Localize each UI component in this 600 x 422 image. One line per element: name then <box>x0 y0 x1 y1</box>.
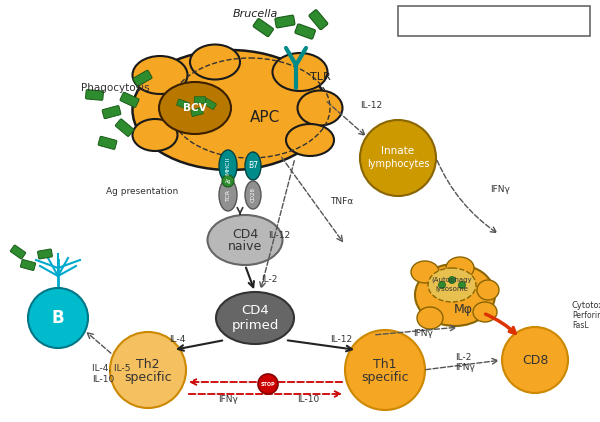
Circle shape <box>110 332 186 408</box>
Ellipse shape <box>428 268 476 302</box>
Text: Brucella: Brucella <box>232 9 278 19</box>
Ellipse shape <box>219 150 237 182</box>
Ellipse shape <box>216 292 294 344</box>
Ellipse shape <box>411 261 439 283</box>
Text: Innate: Innate <box>382 146 415 156</box>
Ellipse shape <box>477 280 499 300</box>
Text: Ag presentation: Ag presentation <box>106 187 178 197</box>
Text: Cytotoxicity: Cytotoxicity <box>572 300 600 309</box>
Ellipse shape <box>245 181 261 209</box>
Text: Mφ: Mφ <box>454 303 473 316</box>
Text: IL-10: IL-10 <box>92 374 114 384</box>
Text: IL-2: IL-2 <box>261 276 277 284</box>
Text: IL-4, IL-5: IL-4, IL-5 <box>92 363 131 373</box>
Text: Phagocytosis: Phagocytosis <box>80 83 149 93</box>
FancyBboxPatch shape <box>98 136 117 149</box>
Text: IL-4: IL-4 <box>169 335 185 344</box>
Circle shape <box>222 175 234 187</box>
Text: MHCII: MHCII <box>226 157 230 175</box>
FancyBboxPatch shape <box>102 106 121 119</box>
Ellipse shape <box>417 307 443 329</box>
Ellipse shape <box>272 53 328 91</box>
Text: APC: APC <box>250 111 280 125</box>
Text: CD8: CD8 <box>522 354 548 366</box>
Text: IFNγ: IFNγ <box>455 363 475 373</box>
Circle shape <box>258 374 278 394</box>
Ellipse shape <box>208 215 283 265</box>
Text: CD4: CD4 <box>241 305 269 317</box>
Circle shape <box>345 330 425 410</box>
Circle shape <box>28 288 88 348</box>
Text: IFNγ: IFNγ <box>218 395 238 405</box>
Circle shape <box>502 327 568 393</box>
FancyBboxPatch shape <box>38 249 52 259</box>
Ellipse shape <box>415 264 495 326</box>
Text: lymphocytes: lymphocytes <box>367 159 429 169</box>
Ellipse shape <box>133 56 187 94</box>
FancyBboxPatch shape <box>20 260 35 271</box>
FancyBboxPatch shape <box>309 10 328 30</box>
FancyBboxPatch shape <box>176 99 190 109</box>
Ellipse shape <box>298 90 343 125</box>
FancyBboxPatch shape <box>194 97 206 103</box>
Text: Skendros y Boura, 2013: Skendros y Boura, 2013 <box>432 16 556 26</box>
Text: IL-2: IL-2 <box>455 354 472 362</box>
FancyBboxPatch shape <box>120 92 139 107</box>
Text: TNFα: TNFα <box>330 197 353 206</box>
FancyBboxPatch shape <box>115 119 134 136</box>
Text: B7: B7 <box>248 162 258 170</box>
Text: Perforin/granzymes: Perforin/granzymes <box>572 311 600 320</box>
Text: CD4: CD4 <box>232 228 258 241</box>
Text: IL-12: IL-12 <box>330 335 352 344</box>
Circle shape <box>458 281 466 289</box>
Text: IL-12: IL-12 <box>360 100 382 109</box>
Text: Th1: Th1 <box>373 357 397 371</box>
FancyBboxPatch shape <box>203 98 217 109</box>
Text: TLR: TLR <box>310 72 331 82</box>
FancyBboxPatch shape <box>253 19 274 37</box>
FancyBboxPatch shape <box>10 245 26 259</box>
Text: specific: specific <box>361 371 409 384</box>
Ellipse shape <box>446 257 474 279</box>
Text: naive: naive <box>228 241 262 254</box>
FancyBboxPatch shape <box>295 24 316 39</box>
Text: IL-10: IL-10 <box>297 395 319 405</box>
Text: lysosome: lysosome <box>436 286 469 292</box>
FancyBboxPatch shape <box>398 6 590 36</box>
Text: BCV: BCV <box>183 103 207 113</box>
Text: Ag: Ag <box>225 179 231 184</box>
Text: TCR: TCR <box>226 189 230 201</box>
Text: STOP: STOP <box>260 381 275 387</box>
Text: IFNγ: IFNγ <box>490 186 510 195</box>
Circle shape <box>439 281 445 289</box>
Text: Th2: Th2 <box>136 357 160 371</box>
Ellipse shape <box>159 82 231 134</box>
Text: IFNγ: IFNγ <box>413 328 433 338</box>
Text: CD28: CD28 <box>251 187 256 203</box>
Text: B: B <box>52 309 64 327</box>
FancyBboxPatch shape <box>133 70 152 86</box>
Ellipse shape <box>219 179 237 211</box>
Ellipse shape <box>286 124 334 156</box>
FancyBboxPatch shape <box>275 15 295 28</box>
Circle shape <box>449 276 455 284</box>
Text: FasL: FasL <box>572 320 589 330</box>
Text: specific: specific <box>124 371 172 384</box>
Text: (Autophagy: (Autophagy <box>431 277 472 283</box>
Ellipse shape <box>190 44 240 79</box>
FancyBboxPatch shape <box>86 89 103 100</box>
Text: IL-12: IL-12 <box>268 230 290 240</box>
Ellipse shape <box>133 50 328 170</box>
Ellipse shape <box>133 119 178 151</box>
Ellipse shape <box>245 152 261 180</box>
FancyBboxPatch shape <box>191 108 203 116</box>
Text: primed: primed <box>232 319 278 332</box>
Circle shape <box>360 120 436 196</box>
Ellipse shape <box>473 302 497 322</box>
